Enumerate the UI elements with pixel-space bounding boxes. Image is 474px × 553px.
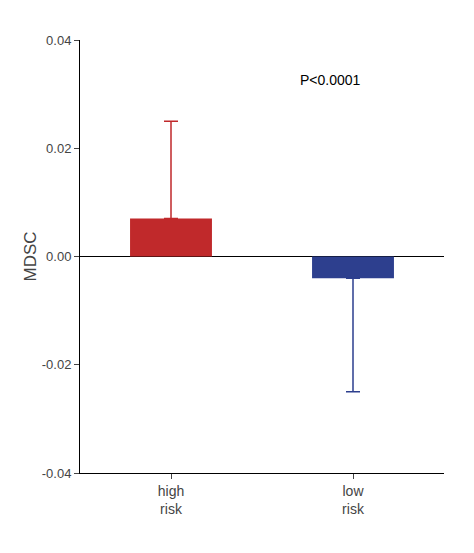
- svg-text:highrisk: highrisk: [158, 483, 184, 517]
- svg-text:MDSC: MDSC: [21, 231, 40, 281]
- svg-text:-0.02: -0.02: [42, 357, 72, 372]
- svg-text:0.02: 0.02: [46, 141, 71, 156]
- svg-text:-0.04: -0.04: [42, 466, 72, 481]
- svg-text:0.04: 0.04: [46, 33, 71, 48]
- svg-text:0.00: 0.00: [46, 249, 71, 264]
- svg-text:lowrisk: lowrisk: [342, 483, 365, 517]
- svg-text:P<0.0001: P<0.0001: [300, 72, 361, 88]
